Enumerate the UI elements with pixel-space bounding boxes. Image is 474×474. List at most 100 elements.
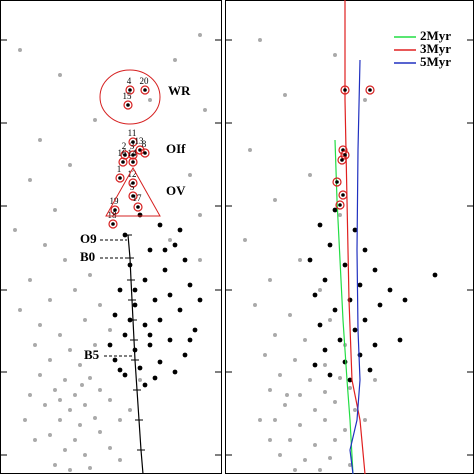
marked-star bbox=[118, 157, 128, 167]
isochrone bbox=[349, 59, 361, 474]
star-point bbox=[88, 273, 92, 277]
star-point bbox=[13, 228, 17, 232]
star-point bbox=[68, 163, 72, 167]
star-point bbox=[343, 428, 347, 432]
star-label: 16 bbox=[118, 148, 128, 158]
star-point bbox=[168, 238, 172, 242]
star-point bbox=[333, 438, 337, 442]
star-point bbox=[93, 118, 97, 122]
star-point bbox=[337, 337, 343, 343]
marked-star bbox=[135, 145, 145, 155]
star-point bbox=[322, 277, 328, 283]
star-point bbox=[333, 400, 337, 404]
star-point bbox=[142, 322, 148, 328]
star-point bbox=[288, 438, 292, 442]
star-point bbox=[248, 148, 252, 152]
marked-star bbox=[110, 205, 120, 215]
star-point bbox=[172, 369, 178, 375]
marked-star bbox=[140, 148, 150, 158]
star-point bbox=[198, 213, 202, 217]
star-point bbox=[308, 173, 312, 177]
marked-star-dot bbox=[343, 88, 347, 92]
star-point bbox=[33, 438, 37, 442]
star-point bbox=[147, 332, 153, 338]
star-point bbox=[347, 377, 353, 383]
star-point bbox=[377, 302, 383, 308]
marked-star-dot bbox=[138, 148, 142, 152]
star-point bbox=[128, 408, 132, 412]
star-point bbox=[317, 222, 323, 228]
marked-star-dot bbox=[338, 203, 342, 207]
star-point bbox=[338, 376, 342, 380]
star-point bbox=[187, 337, 193, 343]
marked-star bbox=[128, 137, 138, 147]
zams-track bbox=[127, 234, 144, 474]
marked-star bbox=[337, 155, 347, 165]
marked-star bbox=[128, 150, 138, 160]
star-label: 1 bbox=[117, 164, 122, 174]
star-point bbox=[352, 327, 358, 333]
star-point bbox=[312, 292, 318, 298]
star-point bbox=[157, 317, 163, 323]
star-point bbox=[338, 213, 342, 217]
star-point bbox=[83, 403, 87, 407]
star-point bbox=[173, 58, 177, 62]
star-point bbox=[432, 272, 438, 278]
marked-star bbox=[335, 200, 345, 210]
star-point bbox=[157, 359, 163, 365]
star-point bbox=[303, 338, 307, 342]
marked-star-dot bbox=[111, 222, 115, 226]
star-point bbox=[132, 302, 138, 308]
marked-star bbox=[133, 202, 143, 212]
star-point bbox=[137, 212, 143, 218]
star-point bbox=[288, 313, 292, 317]
star-point bbox=[198, 33, 202, 37]
star-point bbox=[117, 367, 123, 373]
star-point bbox=[68, 408, 72, 412]
star-point bbox=[357, 352, 363, 358]
star-point bbox=[283, 403, 287, 407]
star-point bbox=[313, 443, 317, 447]
star-point bbox=[88, 376, 92, 380]
legend-label: 3Myr bbox=[420, 41, 451, 56]
star-point bbox=[253, 303, 257, 307]
star-point bbox=[327, 242, 333, 248]
star-point bbox=[342, 262, 348, 268]
star-point bbox=[63, 378, 67, 382]
marked-star bbox=[108, 219, 118, 229]
star-point bbox=[108, 328, 112, 332]
star-point bbox=[28, 393, 32, 397]
star-point bbox=[93, 343, 97, 347]
star-label: 3 bbox=[130, 141, 135, 151]
star-point bbox=[148, 98, 152, 102]
marked-star-dot bbox=[131, 153, 135, 157]
star-point bbox=[278, 453, 282, 457]
star-point bbox=[138, 378, 142, 382]
star-point bbox=[132, 287, 138, 293]
star-point bbox=[93, 416, 97, 420]
star-point bbox=[332, 207, 338, 213]
star-point bbox=[48, 433, 52, 437]
star-point bbox=[363, 98, 367, 102]
star-point bbox=[58, 73, 62, 77]
star-point bbox=[298, 258, 302, 262]
marked-star-dot bbox=[368, 88, 372, 92]
isochrone bbox=[344, 0, 366, 474]
star-point bbox=[285, 393, 289, 397]
star-point bbox=[112, 312, 118, 318]
star-point bbox=[268, 278, 272, 282]
spectral-label: B0 bbox=[80, 249, 95, 264]
star-point bbox=[73, 288, 77, 292]
star-point bbox=[352, 227, 358, 233]
star-point bbox=[152, 297, 158, 303]
marked-star-dot bbox=[128, 88, 132, 92]
star-point bbox=[342, 359, 348, 365]
star-point bbox=[58, 398, 62, 402]
star-point bbox=[83, 318, 87, 322]
star-point bbox=[348, 463, 352, 467]
star-point bbox=[117, 287, 123, 293]
star-point bbox=[187, 282, 193, 288]
marked-star bbox=[123, 100, 133, 110]
star-point bbox=[63, 258, 67, 262]
spectral-label: O9 bbox=[80, 231, 97, 246]
